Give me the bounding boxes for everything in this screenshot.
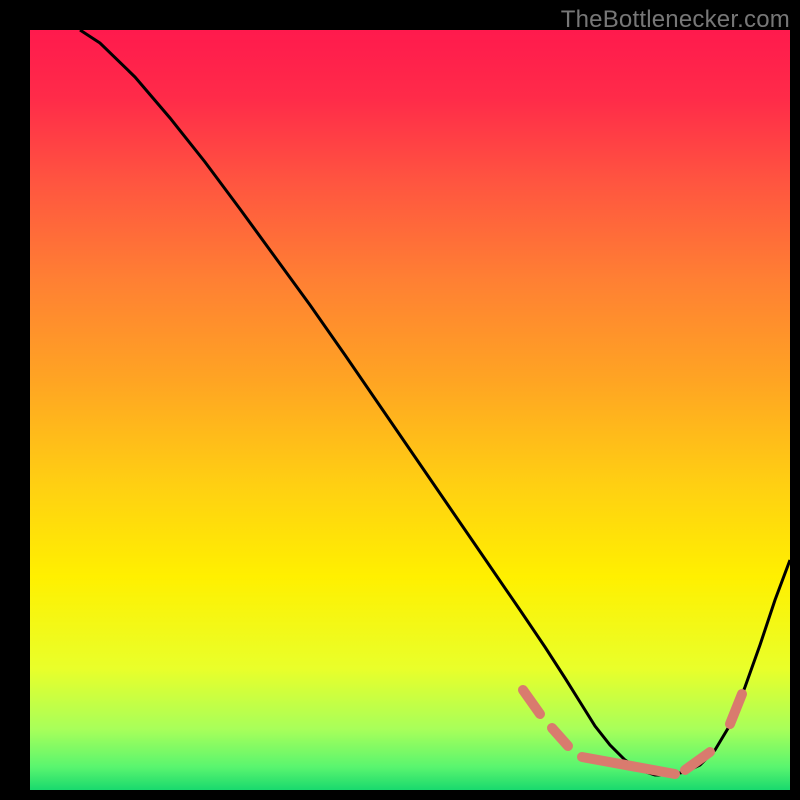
plot-background — [30, 30, 790, 790]
chart-root: TheBottlenecker.com — [0, 0, 800, 800]
plot-area — [30, 30, 790, 790]
plot-svg — [30, 30, 790, 790]
